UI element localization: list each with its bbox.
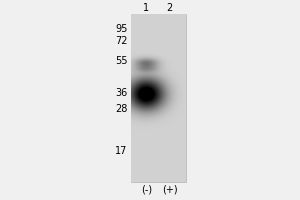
Text: 72: 72 [115, 36, 128, 46]
Text: 55: 55 [115, 56, 128, 66]
Text: 28: 28 [115, 104, 128, 114]
Text: 36: 36 [115, 88, 128, 98]
Text: (+): (+) [162, 184, 177, 194]
Text: 17: 17 [115, 146, 128, 156]
Text: 2: 2 [167, 3, 172, 13]
Text: 95: 95 [115, 24, 128, 34]
Text: (-): (-) [141, 184, 152, 194]
Bar [130, 14, 186, 182]
Text: 1: 1 [143, 3, 149, 13]
